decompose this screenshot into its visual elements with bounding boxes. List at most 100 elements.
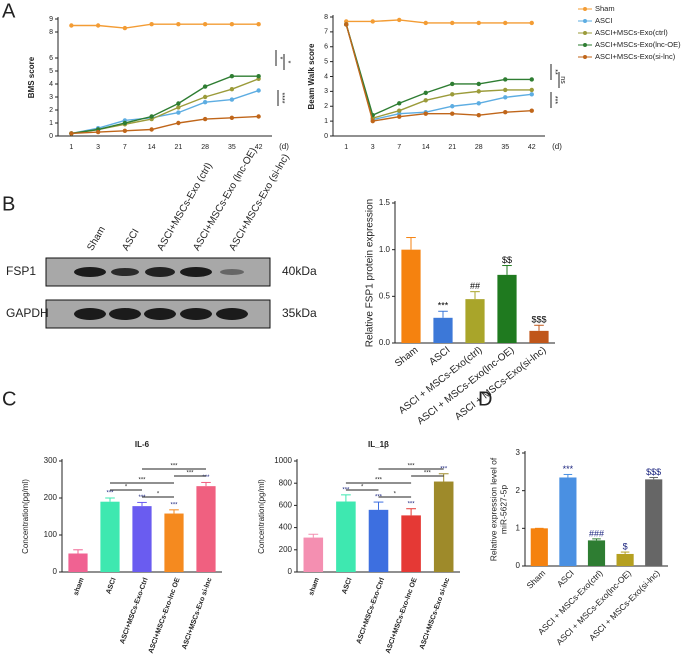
series-point — [476, 20, 481, 26]
y-tick-label: 800 — [279, 478, 293, 487]
series-line — [346, 19, 532, 24]
series-point — [450, 81, 455, 87]
y-tick-label: 3 — [516, 448, 521, 457]
series-point — [423, 90, 428, 96]
x-tick-label: 14 — [148, 144, 156, 151]
x-tick-label: 7 — [397, 144, 401, 151]
significance: *** — [170, 502, 178, 508]
series-line — [71, 78, 259, 135]
y-tick-label: 6 — [324, 44, 328, 51]
blot-lane-label: ASCI+MSCs-Exo (lnc-OE) — [191, 146, 259, 253]
x-axis-label: (d) — [552, 142, 562, 151]
x-tick-label: ASCI — [105, 577, 117, 595]
y-tick-label: 200 — [44, 493, 58, 502]
blot-band — [111, 268, 139, 276]
significance: *** — [106, 491, 114, 497]
bar — [530, 528, 548, 566]
y-axis-label: miR-5627-5p — [498, 485, 508, 534]
y-tick-label: 600 — [279, 501, 293, 510]
bar — [497, 274, 517, 343]
y-tick-label: 1 — [516, 523, 521, 532]
series-point — [476, 112, 481, 118]
blot-band — [144, 308, 176, 320]
legend-label: ASCI — [595, 16, 613, 25]
series-line — [345, 24, 532, 117]
panel-label: A — [2, 0, 16, 22]
series-point — [69, 23, 74, 28]
series-point — [122, 120, 128, 126]
series-point — [370, 118, 375, 124]
bar — [645, 479, 663, 566]
y-tick-label: 1.5 — [379, 198, 391, 207]
series-point — [176, 101, 181, 106]
blot-band — [74, 308, 106, 320]
x-tick-label: Sham — [393, 345, 420, 370]
bar — [196, 486, 216, 572]
blot-row-label: FSP1 — [6, 264, 36, 278]
x-tick-label: sham — [73, 577, 86, 597]
y-tick-label: 4 — [49, 81, 53, 88]
y-tick-label: 7 — [324, 29, 328, 36]
y-tick-label: 0 — [49, 133, 53, 140]
legend-marker — [583, 19, 587, 23]
y-tick-label: 3 — [324, 88, 328, 95]
y-tick-label: 400 — [279, 523, 293, 532]
bar — [465, 299, 485, 343]
y-tick-label: 0 — [288, 567, 293, 576]
bar — [433, 481, 454, 572]
series-line — [345, 24, 532, 122]
series-point — [370, 19, 375, 24]
series-point — [229, 97, 235, 102]
x-tick-label: 3 — [371, 144, 375, 151]
blot-size-label: 40kDa — [282, 264, 317, 278]
significance: $$ — [502, 255, 512, 265]
bar — [529, 330, 549, 343]
y-tick-label: 5 — [324, 58, 328, 65]
series-point — [476, 81, 481, 87]
x-tick-label: 28 — [475, 144, 483, 151]
series-point — [529, 92, 534, 97]
series-point — [503, 95, 508, 100]
series-line — [71, 23, 259, 29]
series-point — [529, 87, 534, 93]
significance: $$$ — [531, 315, 546, 325]
bar — [132, 506, 152, 572]
x-tick-label: 35 — [228, 144, 236, 151]
significance: ### — [589, 528, 604, 538]
y-tick-label: 200 — [279, 545, 293, 554]
legend-marker — [583, 7, 587, 11]
series-point — [450, 111, 455, 116]
series-point — [529, 20, 534, 26]
significance: *** — [551, 96, 558, 104]
y-tick-label: 1 — [49, 120, 53, 127]
y-tick-label: 4 — [324, 73, 328, 80]
blot-band — [74, 267, 106, 277]
series-point — [176, 22, 181, 27]
blot-band — [145, 267, 175, 277]
y-tick-label: 8 — [49, 29, 53, 36]
series-point — [69, 131, 74, 136]
significance: *** — [438, 301, 449, 311]
y-tick-label: 0 — [324, 133, 328, 140]
y-axis-label: Relative FSP1 protein expression — [365, 199, 376, 347]
y-axis-label: Relative expression level of — [488, 457, 498, 561]
y-tick-label: 0.5 — [379, 291, 391, 300]
series-point — [202, 94, 208, 100]
legend-label: Sham — [595, 4, 615, 13]
bar — [336, 501, 356, 572]
bar — [559, 477, 577, 566]
series-point — [397, 17, 402, 23]
y-tick-label: 8 — [324, 14, 328, 21]
series-point — [423, 98, 428, 103]
panel-label: C — [2, 388, 16, 410]
legend-label: ASCI+MSCs-Exo(si-lnc) — [595, 52, 676, 61]
x-axis-label: (d) — [279, 142, 289, 151]
comparison-label: *** — [170, 464, 178, 470]
blot-size-label: 35kDa — [282, 306, 317, 320]
y-axis-label: Concentration(pg/ml) — [21, 479, 30, 554]
bar — [587, 540, 606, 566]
y-axis-label: Beam Walk score — [307, 43, 316, 110]
series-point — [476, 101, 481, 106]
